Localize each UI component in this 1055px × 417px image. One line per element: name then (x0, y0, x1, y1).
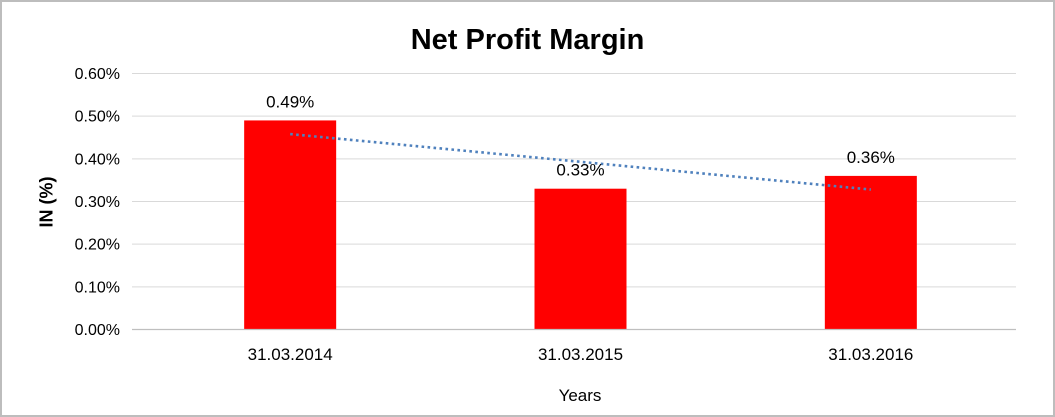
bar (244, 120, 337, 330)
trendline (290, 132, 871, 191)
y-tick-label: 0.40% (75, 151, 120, 168)
y-tick-label: 0.60% (75, 66, 120, 83)
bar-value-label: 0.36% (847, 148, 895, 167)
y-tick-label: 0.50% (75, 109, 120, 126)
bar (824, 175, 917, 330)
y-tick-label: 0.30% (75, 194, 120, 211)
x-tick-label: 31.03.2015 (538, 345, 623, 364)
chart-title: Net Profit Margin (410, 24, 645, 56)
y-tick-label: 0.10% (75, 279, 120, 296)
bar-value-label: 0.49% (266, 92, 314, 111)
bar (534, 188, 627, 330)
bar-value-label: 0.33% (556, 161, 604, 180)
y-tick-label: 0.00% (75, 322, 120, 339)
x-tick-label: 31.03.2014 (248, 345, 333, 364)
x-tick-label: 31.03.2016 (828, 345, 913, 364)
x-axis-title: Years (558, 386, 602, 405)
y-tick-label: 0.20% (75, 237, 120, 254)
